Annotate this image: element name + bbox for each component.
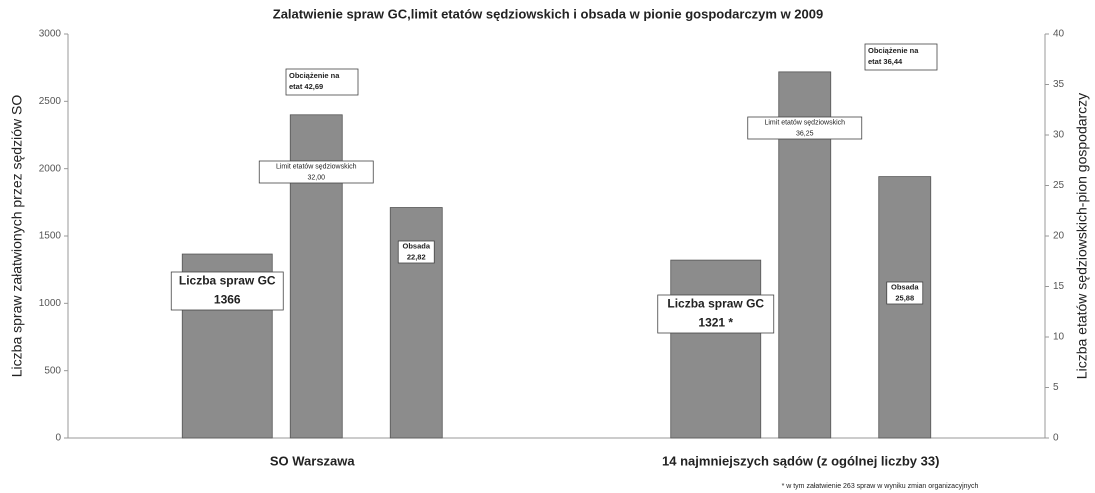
y2-tick-label: 5 xyxy=(1053,382,1059,393)
y2-axis-label: Liczba etatów sędziowskich-pion gospodar… xyxy=(1074,93,1090,379)
label-box xyxy=(657,294,775,334)
y-tick-label: 1500 xyxy=(39,231,62,242)
series-name-label: Limit etatów sędziowskich xyxy=(276,163,357,170)
y-tick-label: 2500 xyxy=(39,96,62,107)
series-name-label: Obsada xyxy=(402,241,430,250)
value-label: 22,82 xyxy=(407,252,426,261)
annotation-box xyxy=(285,68,359,96)
x-tick-label: SO Warszawa xyxy=(270,453,356,468)
y-tick-label: 3000 xyxy=(39,29,62,40)
series-name-label: Obsada xyxy=(891,282,919,291)
y-tick-label: 500 xyxy=(44,365,61,376)
annotation: Obciążenie na xyxy=(868,46,919,55)
value-label: 1321 * xyxy=(698,316,733,330)
bar xyxy=(878,176,932,439)
bar xyxy=(670,259,762,439)
label-box xyxy=(747,116,863,140)
value-label: 32,00 xyxy=(307,174,325,181)
y-axis-label: Liczba spraw załatwionych przez sędziów … xyxy=(9,95,25,378)
x-tick-label: 14 najmniejszych sądów (z ogólnej liczby… xyxy=(662,453,939,468)
y2-tick-label: 35 xyxy=(1053,79,1065,90)
label-box xyxy=(258,160,374,184)
y2-tick-label: 25 xyxy=(1053,180,1065,191)
series-name-label: Liczba spraw GC xyxy=(179,274,276,288)
series-name-label: Limit etatów sędziowskich xyxy=(764,119,845,126)
label-box xyxy=(170,271,284,311)
y-tick-label: 1000 xyxy=(39,298,62,309)
label-box xyxy=(886,281,924,305)
annotation: Obciążenie na xyxy=(289,71,340,80)
value-label: 1366 xyxy=(214,293,241,307)
series-name-label: Liczba spraw GC xyxy=(667,297,764,311)
annotation: etat 42,69 xyxy=(289,82,323,91)
y2-tick-label: 40 xyxy=(1053,29,1065,40)
chart-title: Zalatwienie spraw GC,limit etatów sędzio… xyxy=(273,6,823,21)
annotation: etat 36,44 xyxy=(868,57,903,66)
footnote: * w tym załatwienie 263 spraw w wyniku z… xyxy=(782,483,979,490)
y2-tick-label: 10 xyxy=(1053,332,1065,343)
label-box xyxy=(397,240,435,264)
y2-tick-label: 30 xyxy=(1053,130,1065,141)
y2-tick-label: 0 xyxy=(1053,433,1059,444)
y2-tick-label: 20 xyxy=(1053,231,1065,242)
value-label: 36,25 xyxy=(796,130,814,137)
value-label: 25,88 xyxy=(895,293,914,302)
y2-tick-label: 15 xyxy=(1053,281,1065,292)
annotation-box xyxy=(864,43,938,71)
y-tick-label: 2000 xyxy=(39,163,62,174)
y-tick-label: 0 xyxy=(55,433,61,444)
